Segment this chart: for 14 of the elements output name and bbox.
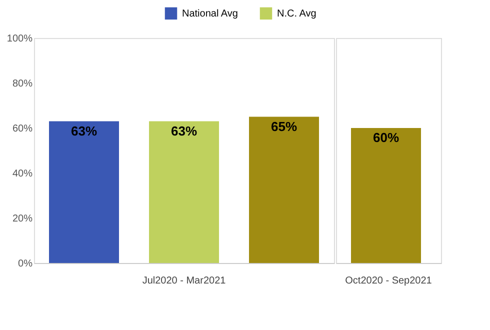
- y-tick-label: 60%: [12, 124, 33, 134]
- x-tick-label: Oct2020 - Sep2021: [345, 276, 432, 286]
- data-label: 63%: [170, 123, 198, 138]
- data-label: 60%: [372, 130, 400, 145]
- x-tick-label: Jul2020 - Mar2021: [142, 276, 226, 286]
- y-tick-label: 100%: [6, 34, 33, 44]
- y-tick-label: 0%: [18, 258, 33, 270]
- legend-label: National Avg: [182, 8, 238, 20]
- y-tick-label: 40%: [12, 168, 33, 180]
- data-label: 63%: [70, 123, 98, 138]
- y-tick-label: 80%: [12, 78, 33, 90]
- legend-label: N.C. Avg: [277, 8, 316, 20]
- data-label: 65%: [270, 118, 298, 134]
- y-tick-label: 20%: [12, 214, 33, 224]
